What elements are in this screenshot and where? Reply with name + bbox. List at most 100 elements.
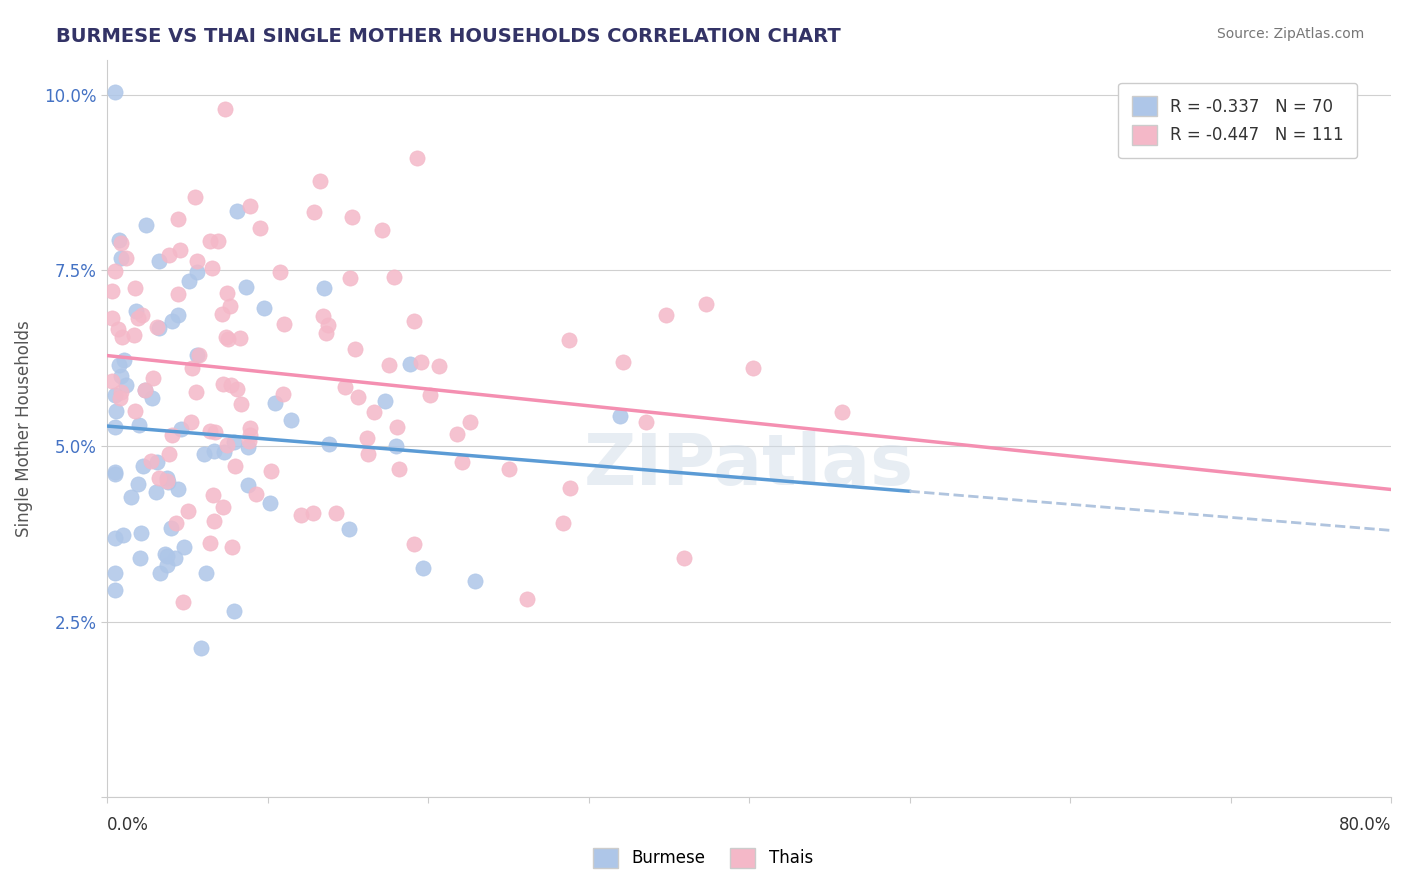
Point — [104, 583, 127, 598]
Point — [131, 526, 153, 541]
Point — [212, 377, 235, 392]
Point — [222, 434, 245, 449]
Point — [124, 281, 146, 295]
Point — [238, 428, 260, 442]
Text: Source: ZipAtlas.com: Source: ZipAtlas.com — [1216, 27, 1364, 41]
Point — [269, 264, 291, 278]
Point — [259, 496, 281, 510]
Point — [215, 330, 238, 344]
Point — [104, 566, 127, 581]
Point — [202, 514, 225, 528]
Point — [464, 574, 486, 588]
Point — [302, 205, 325, 219]
Point — [122, 328, 145, 343]
Point — [165, 516, 187, 530]
Point — [169, 244, 191, 258]
Point — [162, 428, 184, 442]
Point — [141, 391, 163, 405]
Point — [156, 474, 179, 488]
Point — [224, 604, 246, 618]
Point — [134, 383, 156, 397]
Point — [655, 308, 678, 322]
Point — [741, 360, 763, 375]
Point — [148, 471, 170, 485]
Point — [302, 506, 325, 520]
Text: ZIPatlas: ZIPatlas — [583, 431, 914, 500]
Point — [374, 393, 396, 408]
Point — [215, 286, 238, 301]
Point — [184, 385, 207, 400]
Point — [260, 465, 283, 479]
Text: BURMESE VS THAI SINGLE MOTHER HOUSEHOLDS CORRELATION CHART: BURMESE VS THAI SINGLE MOTHER HOUSEHOLDS… — [56, 27, 841, 45]
Point — [108, 234, 131, 248]
Point — [312, 309, 335, 323]
Point — [612, 355, 634, 369]
Point — [200, 536, 222, 550]
Point — [553, 516, 575, 530]
Point — [312, 281, 335, 295]
Point — [343, 343, 366, 357]
Point — [104, 467, 127, 482]
Point — [215, 438, 238, 452]
Point — [221, 377, 243, 392]
Point — [131, 308, 153, 322]
Point — [273, 317, 295, 331]
Point — [333, 380, 356, 394]
Point — [186, 265, 208, 279]
Point — [245, 487, 267, 501]
Point — [112, 352, 135, 367]
Point — [104, 264, 127, 278]
Point — [673, 550, 696, 565]
Point — [498, 462, 520, 476]
Point — [115, 378, 138, 392]
Point — [253, 301, 276, 316]
Point — [104, 420, 127, 434]
Point — [212, 445, 235, 459]
Point — [695, 297, 717, 311]
Point — [184, 189, 207, 203]
Point — [214, 102, 236, 116]
Point — [125, 303, 148, 318]
Point — [201, 261, 224, 276]
Point — [412, 561, 434, 575]
Point — [382, 270, 405, 285]
Point — [141, 454, 163, 468]
Point — [114, 251, 136, 265]
Point — [409, 355, 432, 369]
Point — [634, 415, 657, 429]
Point — [385, 439, 408, 453]
Point — [108, 391, 131, 405]
Point — [128, 418, 150, 433]
Point — [186, 348, 208, 362]
Point — [186, 253, 208, 268]
Point — [104, 403, 127, 417]
Point — [337, 522, 360, 536]
Point — [316, 318, 339, 333]
Point — [399, 358, 422, 372]
Point — [225, 203, 247, 218]
Point — [124, 403, 146, 417]
Point — [406, 151, 429, 165]
Point — [558, 481, 581, 495]
Point — [402, 314, 425, 328]
Point — [167, 286, 190, 301]
Point — [145, 485, 167, 500]
Point — [156, 558, 179, 573]
Point — [104, 85, 127, 99]
Point — [132, 458, 155, 473]
Point — [238, 434, 260, 448]
Point — [149, 566, 172, 580]
Point — [226, 382, 249, 396]
Point — [315, 326, 337, 340]
Point — [156, 471, 179, 485]
Point — [211, 307, 233, 321]
Point — [146, 320, 169, 334]
Point — [219, 299, 242, 313]
Point — [224, 458, 246, 473]
Point — [120, 491, 142, 505]
Point — [201, 487, 224, 501]
Point — [193, 447, 215, 461]
Point — [153, 547, 176, 561]
Point — [157, 248, 180, 262]
Point — [419, 388, 441, 402]
